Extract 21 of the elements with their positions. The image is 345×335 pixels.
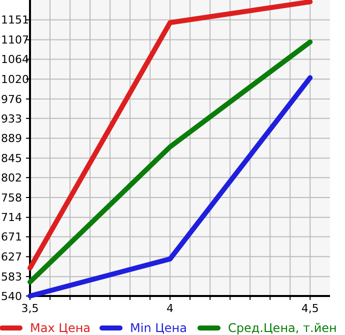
y-tick-label: 889 (1, 132, 22, 146)
legend-label: Max Цена (30, 321, 91, 335)
y-tick-label: 627 (1, 250, 22, 264)
x-tick-label: 4 (166, 302, 174, 315)
y-tick-label: 1064 (1, 53, 29, 66)
y-tick-label: 583 (1, 270, 22, 284)
y-tick-label: 976 (1, 92, 22, 106)
y-tick-label: 758 (1, 191, 22, 204)
y-tick-label: 1020 (1, 72, 29, 86)
y-tick-label: 714 (1, 211, 22, 224)
y-tick-label: 671 (1, 230, 22, 244)
legend-label: Сред.Цена, т.йен (228, 321, 337, 335)
x-tick-label: 3,5 (21, 302, 39, 315)
x-tick-label: 4,5 (301, 302, 319, 315)
y-tick-label: 540 (1, 290, 22, 303)
y-tick-label: 845 (1, 152, 22, 166)
y-tick-label: 802 (1, 171, 22, 184)
y-tick-label: 1151 (1, 14, 29, 27)
legend-label: Min Цена (130, 321, 188, 335)
y-tick-label: 933 (1, 112, 22, 126)
y-tick-label: 1107 (1, 34, 29, 47)
